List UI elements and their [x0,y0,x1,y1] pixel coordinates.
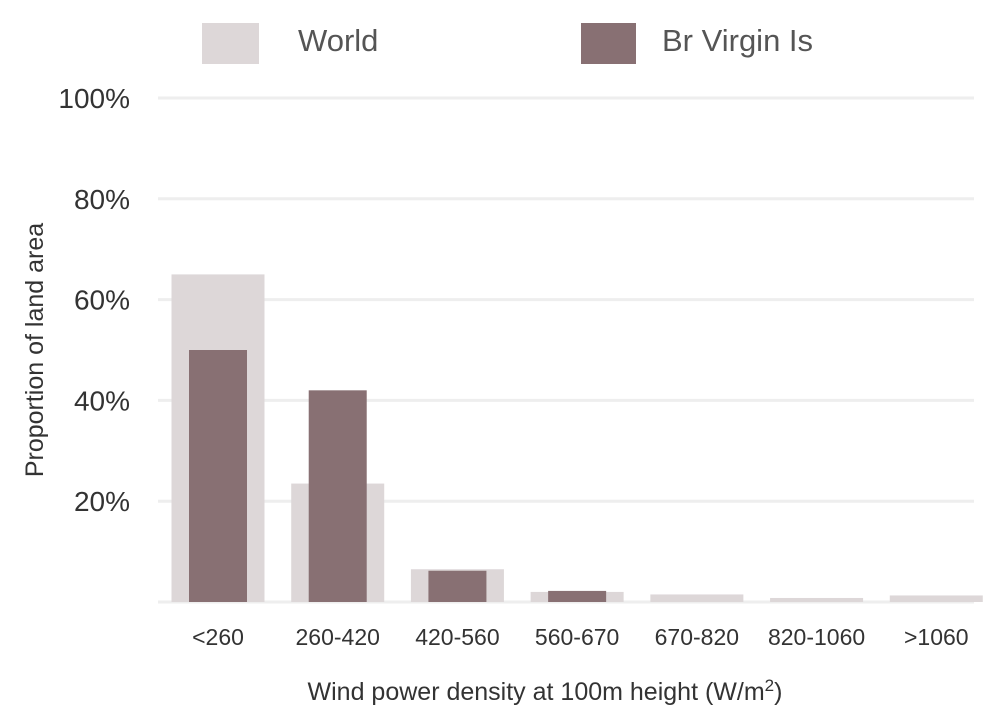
x-axis-label-close: ) [774,678,782,706]
bar-world-6 [889,595,983,602]
x-tick-label-3: 560-670 [535,624,619,650]
x-tick-label-0: <260 [192,624,244,650]
legend: World Br Virgin Is [202,23,813,64]
y-tick-label-100: 100% [58,83,130,114]
y-tick-label-40: 40% [74,385,130,416]
y-axis-label: Proportion of land area [21,223,49,477]
legend-swatch-br-virgin-is [581,23,636,64]
x-tick-label-1: 260-420 [296,624,380,650]
y-tick-label-20: 20% [74,486,130,517]
bar-br-virgin-is-2 [428,570,487,602]
bar-world-5 [770,597,864,602]
bar-br-virgin-is-1 [308,390,367,602]
x-tick-label-2: 420-560 [415,624,499,650]
legend-label-world: World [298,23,378,58]
legend-label-br-virgin-is: Br Virgin Is [662,23,813,58]
bar-br-virgin-is-3 [548,590,607,602]
gridlines [158,96,974,604]
x-tick-label-5: 820-1060 [768,624,865,650]
series-br-virgin-is [189,350,607,602]
y-tick-label-80: 80% [74,184,130,215]
series-world [171,274,983,602]
bar-world-4 [650,594,744,602]
y-tick-label-60: 60% [74,285,130,316]
legend-swatch-world [202,23,259,64]
x-tick-label-6: >1060 [904,624,969,650]
x-tick-label-4: 670-820 [655,624,739,650]
bar-br-virgin-is-0 [189,350,247,602]
x-axis-ticks: <260 260-420 420-560 560-670 670-820 820-1060… [192,624,968,650]
x-axis-label: Wind power density at 100m height (W/m2) [308,676,783,706]
y-axis-ticks: 20% 40% 60% 80% 100% [58,83,130,517]
x-axis-label-superscript: 2 [765,676,774,695]
x-axis-label-main: Wind power density at 100m height (W/m [308,678,765,706]
